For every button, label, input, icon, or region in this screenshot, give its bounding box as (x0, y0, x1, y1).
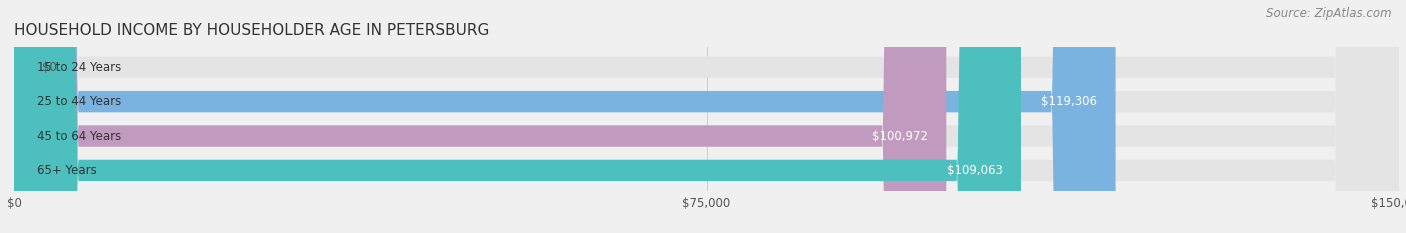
Text: $109,063: $109,063 (946, 164, 1002, 177)
Text: $100,972: $100,972 (872, 130, 928, 143)
FancyBboxPatch shape (14, 0, 1399, 233)
Text: 45 to 64 Years: 45 to 64 Years (37, 130, 121, 143)
Text: Source: ZipAtlas.com: Source: ZipAtlas.com (1267, 7, 1392, 20)
Text: 25 to 44 Years: 25 to 44 Years (37, 95, 121, 108)
FancyBboxPatch shape (14, 0, 1399, 233)
FancyBboxPatch shape (14, 0, 946, 233)
Text: $119,306: $119,306 (1040, 95, 1097, 108)
Text: 15 to 24 Years: 15 to 24 Years (37, 61, 121, 74)
Text: 65+ Years: 65+ Years (37, 164, 97, 177)
FancyBboxPatch shape (14, 0, 1399, 233)
FancyBboxPatch shape (14, 0, 1115, 233)
FancyBboxPatch shape (14, 0, 1021, 233)
Text: HOUSEHOLD INCOME BY HOUSEHOLDER AGE IN PETERSBURG: HOUSEHOLD INCOME BY HOUSEHOLDER AGE IN P… (14, 24, 489, 38)
Text: $0: $0 (42, 61, 56, 74)
FancyBboxPatch shape (14, 0, 1399, 233)
